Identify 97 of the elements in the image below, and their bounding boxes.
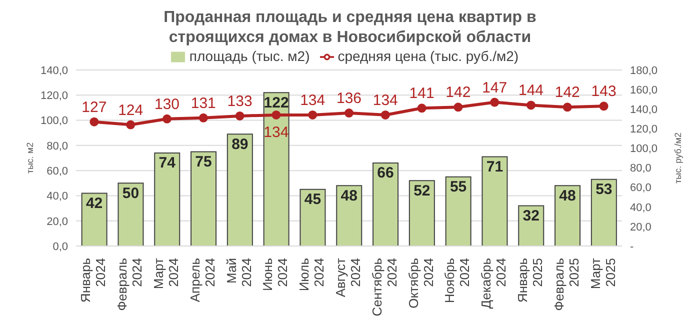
bar [590, 178, 617, 246]
chart-title: Проданная площадь и средняя цена квартир в строящихся домах в Новосибирской области [162, 8, 538, 48]
y-tick-label: 60,0 [46, 165, 68, 178]
data-label: 127 [82, 98, 107, 116]
data-label: 32 [522, 207, 540, 224]
data-label: 55 [450, 178, 467, 196]
data-label: 74 [158, 154, 176, 172]
x-tick-label: Январь 2024 [78, 258, 108, 303]
y-tick-label: 80,0 [46, 140, 68, 152]
y2-tick-label: 20,0 [630, 221, 652, 234]
data-label: 48 [559, 187, 576, 204]
x-tick-label: Февраль 2025 [551, 258, 582, 311]
data-label: 142 [446, 84, 471, 102]
x-tick-label: Май 2024 [224, 258, 254, 287]
bar [300, 188, 326, 246]
legend-label: площадь (тыс. м2) [189, 48, 310, 64]
point [162, 114, 172, 124]
data-label: 53 [596, 181, 612, 198]
data-label: 143 [591, 83, 616, 100]
y-tick-label: 20,0 [46, 216, 68, 228]
x-tick-label: Март 2024 [151, 258, 181, 290]
y2-tick-label: - [630, 240, 634, 253]
data-label: 133 [227, 92, 252, 110]
data-label: 147 [482, 79, 508, 96]
y2-tick-label: 100,0 [630, 143, 658, 156]
data-label: 134 [264, 124, 289, 141]
x-tick-label: Октябрь 2024 [406, 258, 436, 308]
data-label: 45 [304, 191, 322, 208]
data-label: 122 [264, 94, 289, 112]
point [454, 102, 463, 112]
y2-tick-label: 80,0 [630, 162, 652, 175]
data-label: 141 [409, 85, 434, 102]
data-label: 134 [300, 92, 326, 109]
data-label: 136 [336, 90, 362, 108]
point [526, 100, 536, 110]
y2-tick-label: 40,0 [630, 202, 652, 214]
x-tick-label: Январь 2025 [515, 258, 545, 303]
point [198, 113, 208, 122]
data-label: 71 [486, 158, 504, 176]
data-label: 42 [86, 194, 103, 212]
x-tick-label: Июнь 2024 [260, 258, 290, 292]
data-label: 52 [414, 182, 430, 200]
bar [154, 152, 180, 246]
x-tick-label: Март 2025 [588, 258, 618, 290]
x-tick-label: Февраль 2024 [114, 258, 145, 311]
y-tick-label: 0,0 [52, 240, 68, 253]
data-label: 131 [190, 94, 216, 112]
bar [263, 92, 290, 246]
y2-tick-label: 60,0 [630, 182, 652, 194]
x-tick-label: Ноябрь 2024 [442, 258, 472, 304]
data-label: 50 [122, 184, 140, 202]
y-tick-label: 40,0 [46, 190, 68, 203]
data-label: 134 [372, 92, 398, 109]
x-tick-label: Декабрь 2024 [478, 258, 509, 309]
bar [372, 162, 399, 246]
bar [226, 134, 253, 246]
bar [408, 180, 435, 246]
data-label: 130 [154, 96, 180, 113]
point [235, 111, 244, 120]
point [562, 102, 572, 112]
point [599, 102, 608, 111]
point [344, 108, 354, 118]
point [272, 110, 281, 120]
x-tick-label: Сентябрь 2024 [369, 258, 400, 316]
y-tick-label: 100,0 [40, 115, 68, 128]
bar [336, 185, 362, 246]
y-tick-label: 140,0 [40, 64, 68, 77]
data-label: 66 [377, 164, 394, 182]
data-label: 142 [554, 84, 580, 102]
x-tick-label: Апрель 2024 [187, 258, 218, 302]
y2-tick-label: 120,0 [630, 124, 658, 136]
data-label: 75 [195, 153, 212, 170]
point [380, 110, 390, 120]
data-label: 144 [518, 82, 544, 100]
data-label: 48 [340, 187, 358, 204]
point [417, 104, 426, 113]
bar [445, 176, 472, 246]
y-axis-title: тыс. м2 [25, 142, 36, 174]
bar [81, 192, 108, 246]
data-label: 89 [232, 136, 248, 153]
y2-tick-label: 180,0 [630, 64, 658, 77]
bar [482, 156, 508, 246]
bar [190, 151, 217, 246]
bar [118, 182, 144, 246]
point [126, 120, 136, 130]
y2-tick-label: 140,0 [630, 104, 658, 116]
x-tick-label: Июль 2024 [296, 258, 327, 292]
data-label: 124 [118, 102, 144, 119]
legend-label: средняя цена (тыс. руб./м2) [338, 48, 519, 64]
point [490, 98, 500, 107]
bar [554, 185, 581, 246]
y2-tick-label: 160,0 [630, 84, 658, 96]
point [90, 117, 99, 126]
point [308, 110, 318, 120]
y2-axis-title: тыс. руб./м2 [673, 132, 684, 184]
x-tick-label: Август 2024 [333, 258, 363, 298]
y-tick-label: 120,0 [40, 90, 68, 102]
